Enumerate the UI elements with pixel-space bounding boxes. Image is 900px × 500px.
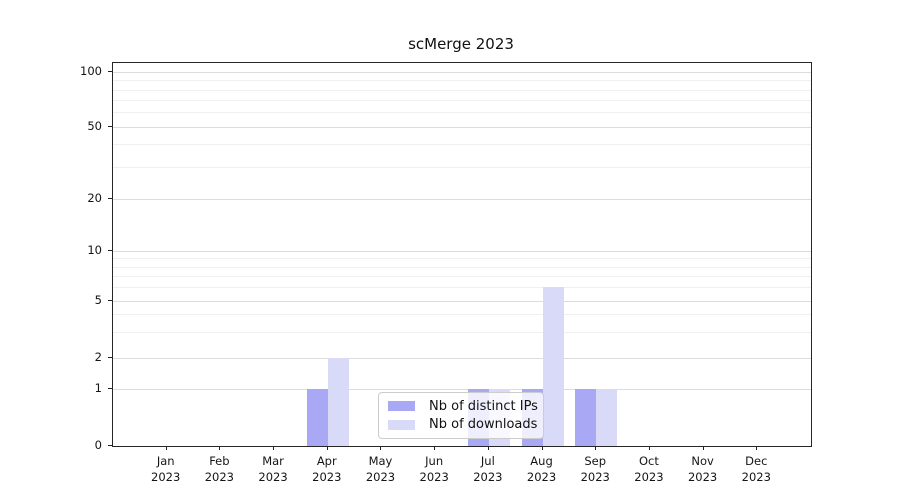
y-tick-label: 100 — [80, 64, 102, 78]
y-tick-mark — [108, 71, 112, 72]
x-tick-label: Feb 2023 — [204, 454, 235, 484]
x-tick-mark — [165, 446, 167, 450]
x-tick-mark — [487, 446, 489, 450]
legend-row-distinct-ips: Nb of distinct IPs — [388, 399, 538, 414]
x-tick-mark — [273, 446, 275, 450]
gridline-major — [113, 250, 811, 252]
x-tick-label: Jul 2023 — [473, 454, 503, 484]
legend: Nb of distinct IPs Nb of downloads — [378, 392, 544, 439]
x-tick-label: Mar 2023 — [258, 454, 288, 484]
x-tick-mark — [648, 446, 650, 450]
x-tick-label: Dec 2023 — [741, 454, 771, 484]
legend-swatch-downloads — [388, 419, 415, 430]
gridline-minor — [113, 80, 811, 82]
x-tick-label: Jun 2023 — [419, 454, 449, 484]
chart-title: scMerge 2023 — [408, 35, 514, 53]
gridline-minor — [113, 314, 811, 316]
gridline-minor — [113, 287, 811, 289]
bar-downloads — [596, 389, 618, 446]
gridline-major — [113, 357, 811, 359]
gridline-major — [113, 199, 811, 200]
gridline-minor — [113, 266, 811, 268]
x-tick-label: Oct 2023 — [634, 454, 664, 484]
x-tick-mark — [380, 446, 382, 450]
y-tick-mark — [108, 125, 112, 127]
y-tick-mark — [108, 299, 112, 301]
x-tick-mark — [756, 446, 758, 450]
y-tick-label: 0 — [94, 437, 102, 452]
x-tick-label: Jan 2023 — [151, 454, 181, 484]
y-tick-mark — [108, 198, 112, 199]
gridline-minor — [113, 144, 811, 146]
x-tick-label: Aug 2023 — [526, 454, 557, 484]
y-tick-label: 2 — [94, 349, 102, 364]
x-tick-mark — [326, 446, 328, 450]
x-tick-mark — [541, 446, 543, 450]
x-tick-label: Sep 2023 — [580, 454, 610, 484]
gridline-major — [113, 126, 811, 128]
legend-label-downloads: Nb of downloads — [429, 417, 538, 433]
x-tick-label: May 2023 — [365, 454, 396, 484]
legend-label-distinct-ips: Nb of distinct IPs — [429, 398, 538, 414]
gridline-major — [113, 300, 811, 302]
bar-downloads — [542, 287, 564, 446]
gridline-major — [113, 389, 811, 390]
bar-distinct-ips — [306, 389, 328, 446]
x-tick-mark — [595, 446, 597, 450]
gridline-minor — [113, 258, 811, 260]
legend-row-downloads: Nb of downloads — [388, 417, 538, 433]
legend-swatch-distinct-ips — [388, 401, 415, 412]
gridline-minor — [113, 276, 811, 278]
y-tick-label: 1 — [94, 381, 102, 395]
bar-distinct-ips — [575, 389, 597, 446]
y-tick-label: 50 — [87, 118, 102, 133]
x-tick-mark — [434, 446, 436, 450]
x-tick-mark — [702, 446, 704, 450]
gridline-minor — [113, 166, 811, 168]
gridline-minor — [113, 112, 811, 114]
y-tick-mark — [108, 388, 112, 389]
plot-area — [112, 62, 812, 447]
gridline-major — [113, 72, 811, 73]
gridline-minor — [113, 89, 811, 91]
y-tick-mark — [108, 444, 112, 446]
y-tick-label: 20 — [87, 191, 102, 205]
bar-downloads — [327, 357, 349, 446]
gridline-minor — [113, 332, 811, 334]
y-tick-mark — [108, 356, 112, 358]
x-tick-label: Nov 2023 — [687, 454, 718, 484]
y-tick-label: 5 — [94, 292, 102, 307]
y-tick-mark — [108, 249, 112, 251]
x-tick-mark — [219, 446, 221, 450]
gridline-minor — [113, 100, 811, 102]
y-tick-label: 10 — [87, 242, 102, 257]
x-tick-label: Apr 2023 — [312, 454, 342, 484]
